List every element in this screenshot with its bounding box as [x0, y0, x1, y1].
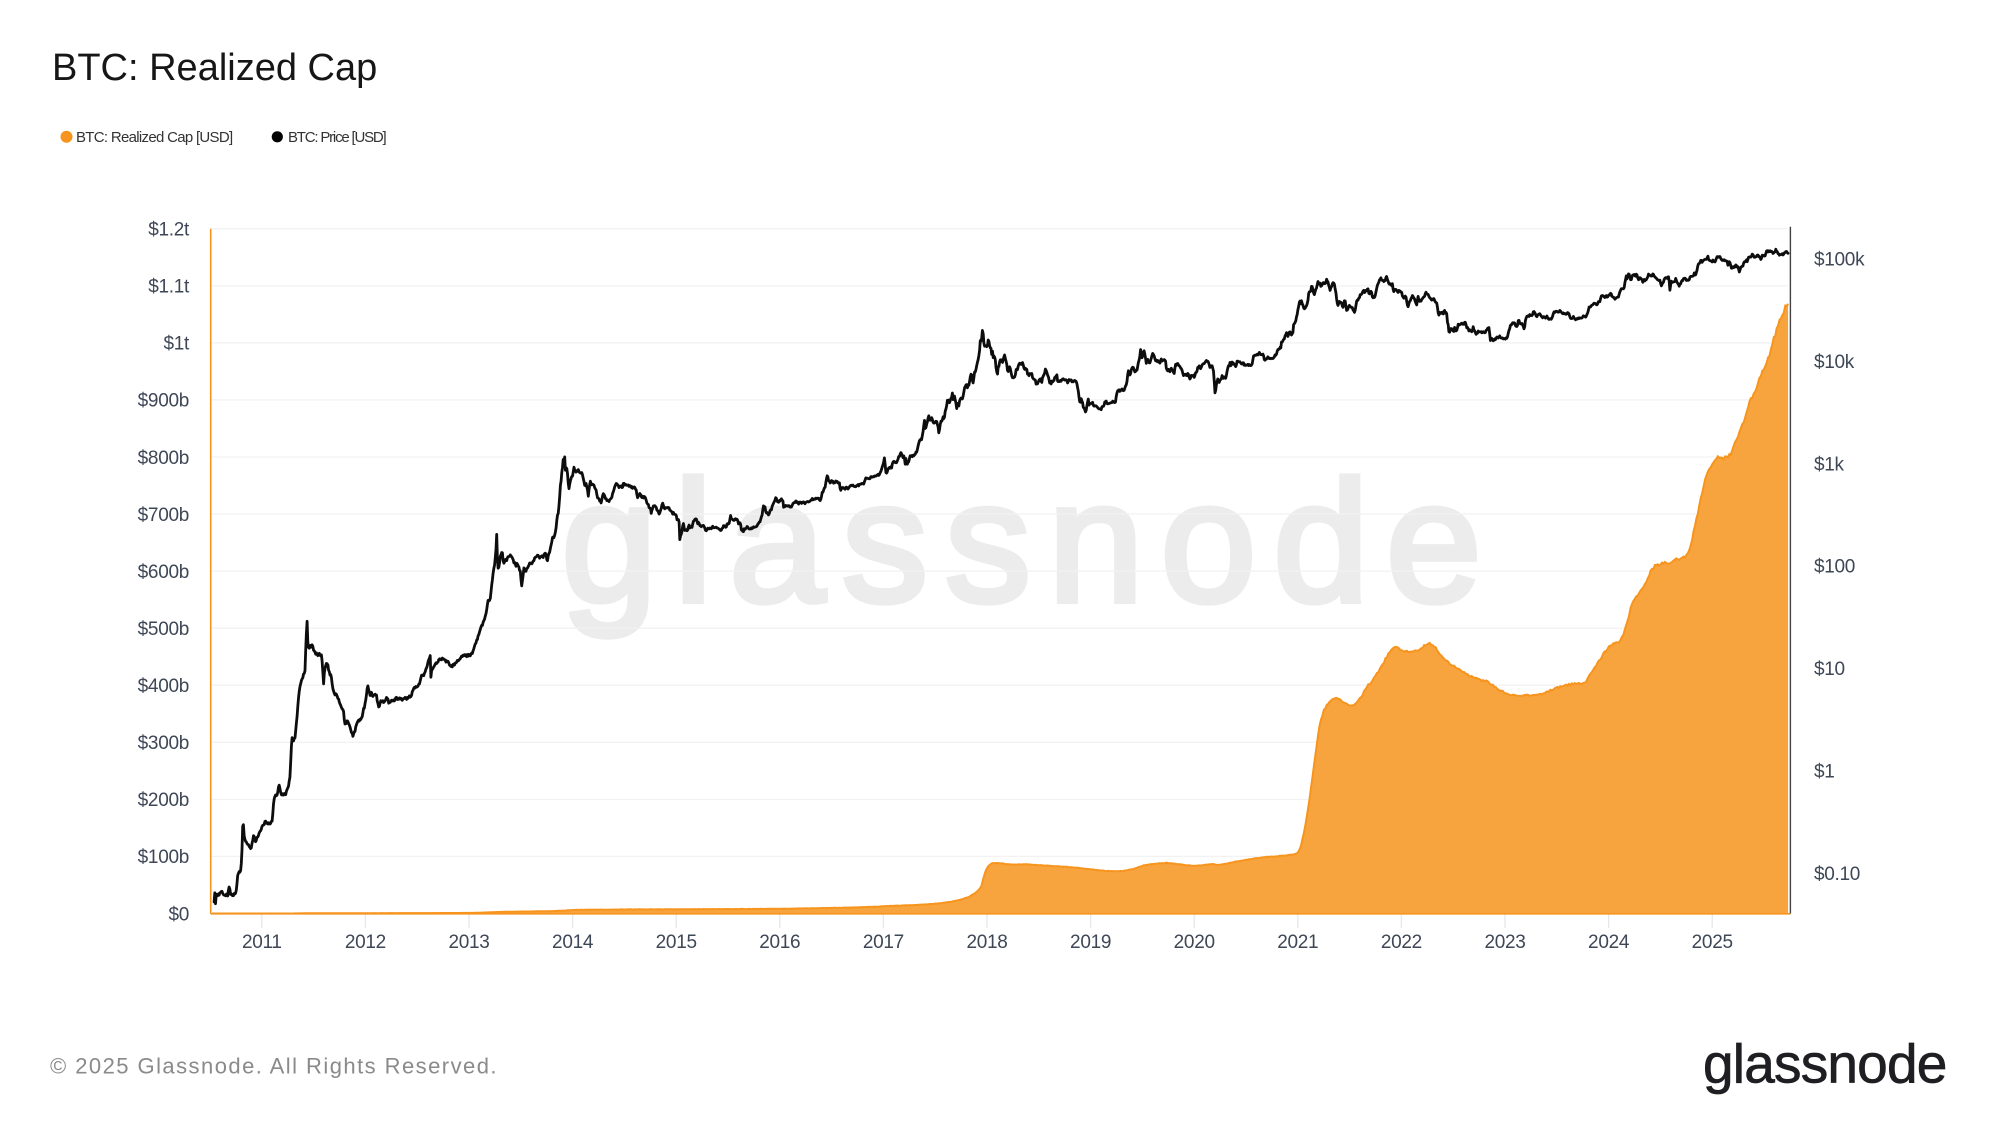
svg-text:BTC: Realized Cap: BTC: Realized Cap — [52, 47, 377, 89]
svg-text:BTC: Price [USD]: BTC: Price [USD] — [288, 129, 387, 146]
svg-text:2012: 2012 — [345, 932, 386, 953]
svg-text:$100b: $100b — [138, 847, 189, 868]
svg-text:2025: 2025 — [1692, 932, 1733, 953]
svg-text:2011: 2011 — [242, 932, 282, 953]
svg-text:2016: 2016 — [759, 932, 800, 953]
svg-text:$400b: $400b — [138, 676, 189, 697]
svg-text:2013: 2013 — [448, 932, 489, 953]
svg-text:$500b: $500b — [138, 619, 189, 640]
svg-text:$100k: $100k — [1814, 250, 1865, 271]
svg-text:2017: 2017 — [863, 932, 904, 953]
svg-text:$1t: $1t — [163, 334, 190, 355]
svg-text:2022: 2022 — [1381, 932, 1422, 953]
svg-text:$0: $0 — [168, 904, 189, 925]
svg-text:2024: 2024 — [1588, 932, 1630, 953]
svg-text:2015: 2015 — [656, 932, 697, 953]
svg-text:$1k: $1k — [1814, 454, 1845, 475]
svg-text:$800b: $800b — [138, 448, 189, 469]
svg-text:2014: 2014 — [552, 932, 594, 953]
svg-text:$10: $10 — [1814, 659, 1845, 680]
svg-text:$300b: $300b — [138, 733, 189, 754]
svg-text:BTC: Realized Cap [USD]: BTC: Realized Cap [USD] — [76, 129, 233, 146]
svg-text:© 2025 Glassnode. All Rights R: © 2025 Glassnode. All Rights Reserved. — [50, 1054, 498, 1079]
svg-text:2023: 2023 — [1484, 932, 1525, 953]
svg-text:$1: $1 — [1814, 762, 1835, 783]
svg-text:$700b: $700b — [138, 505, 189, 526]
svg-text:$100: $100 — [1814, 557, 1855, 578]
svg-text:2021: 2021 — [1277, 932, 1318, 953]
svg-text:$900b: $900b — [138, 391, 189, 412]
svg-text:2019: 2019 — [1070, 932, 1111, 953]
svg-text:$1.2t: $1.2t — [148, 220, 190, 241]
svg-text:$0.10: $0.10 — [1814, 864, 1860, 885]
svg-text:$1.1t: $1.1t — [148, 277, 190, 298]
svg-text:2018: 2018 — [966, 932, 1007, 953]
svg-text:$600b: $600b — [138, 562, 189, 583]
svg-text:glassnode: glassnode — [561, 446, 1498, 638]
svg-text:$200b: $200b — [138, 790, 189, 811]
svg-text:$10k: $10k — [1814, 352, 1855, 373]
svg-text:2020: 2020 — [1174, 932, 1215, 953]
svg-text:glassnode: glassnode — [1703, 1033, 1947, 1095]
